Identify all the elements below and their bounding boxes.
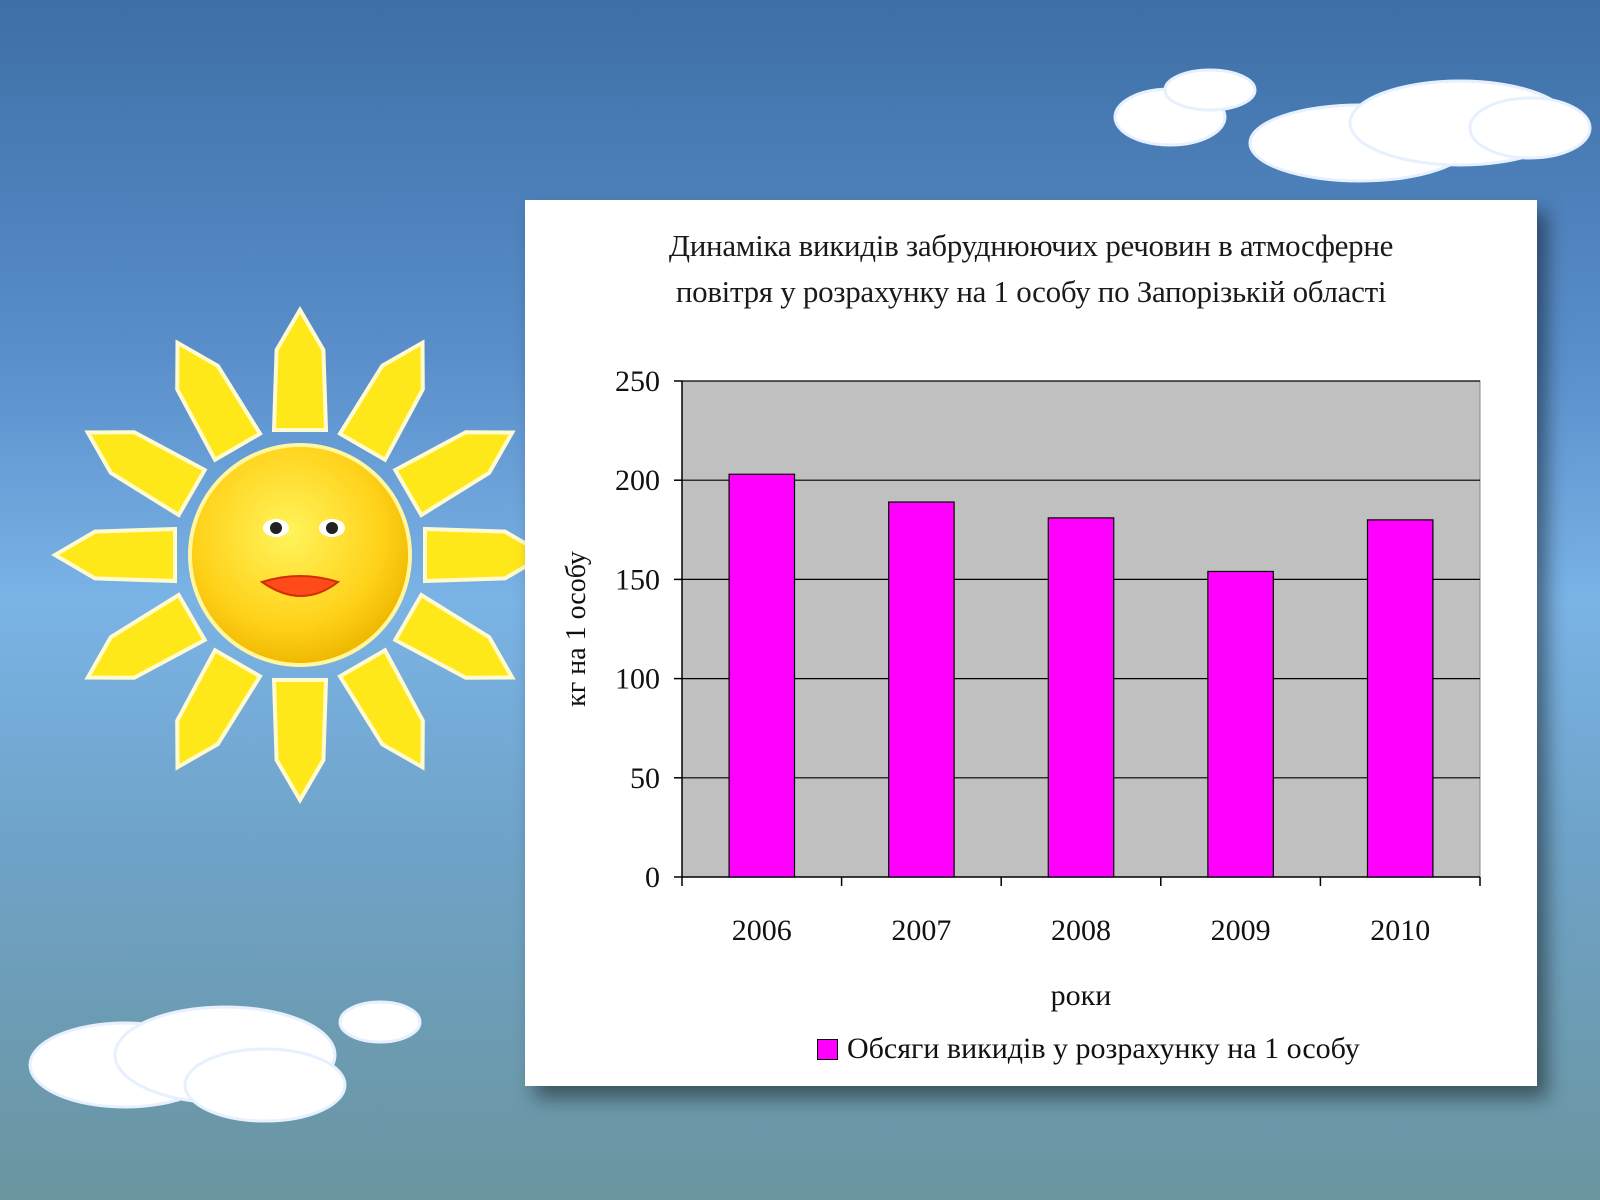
y-tick-label: 100 bbox=[615, 663, 660, 696]
sun-ray bbox=[337, 339, 425, 463]
sun-illustration bbox=[51, 306, 540, 804]
sun-ray bbox=[271, 306, 329, 432]
sun-ray bbox=[392, 592, 516, 680]
y-tick-label: 0 bbox=[645, 861, 660, 894]
y-tick-label: 250 bbox=[615, 365, 660, 398]
chart-panel: Динаміка викидів забруднюючих речовин в … bbox=[525, 200, 1537, 1086]
bar-chart: 0 50 100 150 200 250 2006 2007 2008 2009 2010 роки к… bbox=[561, 365, 1481, 1012]
bar-2008 bbox=[1047, 517, 1115, 878]
sun-face bbox=[188, 443, 412, 667]
sun-ray bbox=[271, 678, 329, 804]
sun-ray bbox=[423, 526, 540, 584]
x-axis-title: роки bbox=[1051, 979, 1112, 1012]
sun-ray bbox=[392, 430, 516, 518]
sun-ray bbox=[337, 647, 425, 771]
sun-ray bbox=[84, 592, 208, 680]
chart-title-line-2: повітря у розрахунку на 1 особу по Запор… bbox=[675, 274, 1387, 309]
cloud-top-small bbox=[1113, 68, 1257, 147]
sun-ray bbox=[175, 647, 263, 771]
x-tick-label: 2010 bbox=[1370, 914, 1430, 947]
y-axis-title: кг на 1 особу bbox=[561, 551, 592, 707]
legend-swatch bbox=[817, 1038, 838, 1060]
bar-2006 bbox=[728, 473, 796, 878]
cloud-bottom-left bbox=[28, 1000, 422, 1123]
sun-mouth bbox=[259, 575, 341, 597]
y-tick-label: 50 bbox=[630, 762, 660, 795]
y-tick-label: 150 bbox=[615, 563, 660, 596]
legend-label: Обсяги викидів у розрахунку на 1 особу bbox=[847, 1032, 1360, 1065]
chart-title-line-1: Динаміка викидів забруднюючих речовин в … bbox=[668, 228, 1394, 263]
bar-2007 bbox=[888, 501, 955, 878]
bar-2010 bbox=[1366, 519, 1434, 878]
sun-rays bbox=[51, 306, 540, 804]
x-tick-label: 2008 bbox=[1051, 914, 1111, 947]
legend: Обсяги викидів у розрахунку на 1 особу bbox=[817, 1032, 1360, 1066]
x-tick-label: 2009 bbox=[1211, 914, 1271, 947]
sun-ray bbox=[175, 339, 263, 463]
x-tick-label: 2006 bbox=[732, 914, 792, 947]
y-tick-label: 200 bbox=[615, 464, 660, 497]
x-tick-label: 2007 bbox=[891, 914, 951, 947]
cloud-top-large bbox=[1248, 79, 1592, 183]
bar-2009 bbox=[1207, 570, 1274, 878]
sun-ray bbox=[84, 430, 208, 518]
sun-ray bbox=[51, 526, 177, 584]
